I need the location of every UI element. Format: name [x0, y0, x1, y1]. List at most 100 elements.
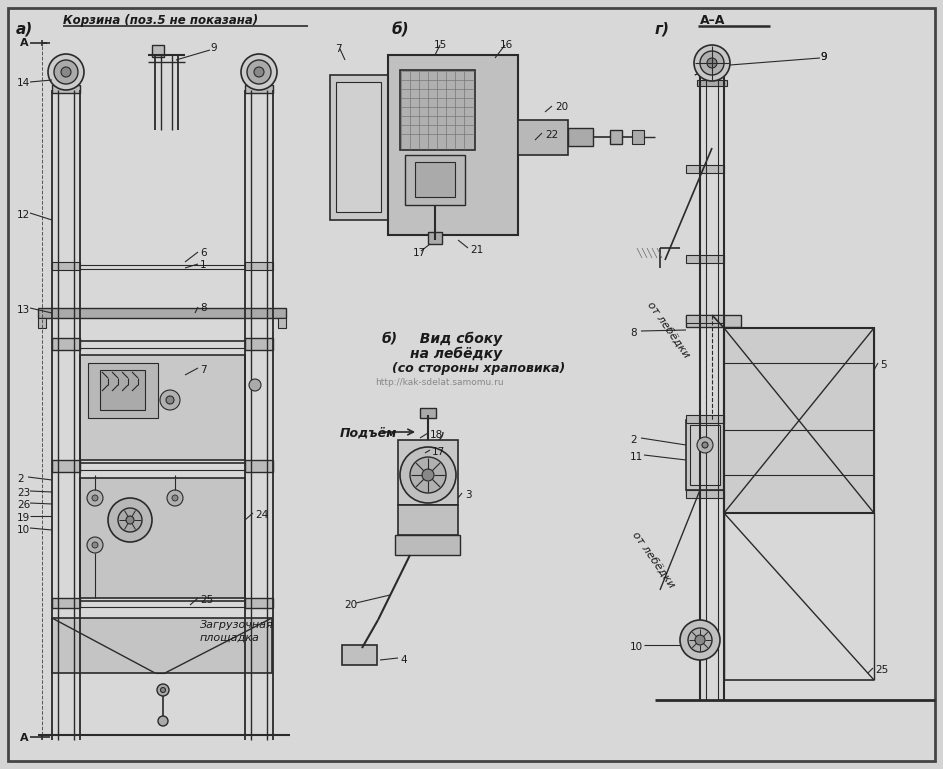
Text: 20: 20	[555, 102, 568, 112]
Bar	[38, 318, 46, 328]
Bar	[245, 85, 273, 93]
Text: 25: 25	[200, 595, 213, 605]
Circle shape	[247, 60, 271, 84]
Text: 1: 1	[200, 260, 207, 270]
Bar	[395, 535, 460, 555]
Bar	[697, 80, 727, 86]
Circle shape	[160, 687, 166, 693]
Text: 10: 10	[17, 525, 30, 535]
Circle shape	[707, 58, 717, 68]
Bar	[245, 262, 273, 270]
Text: 7: 7	[335, 44, 341, 54]
Bar	[100, 370, 145, 410]
Text: от лебёдки: от лебёдки	[645, 300, 691, 360]
Circle shape	[87, 490, 103, 506]
Bar	[686, 415, 724, 423]
Bar	[398, 505, 458, 535]
Bar	[52, 598, 80, 608]
Text: площадка: площадка	[200, 633, 260, 643]
Text: 12: 12	[17, 210, 30, 220]
Text: http://kak-sdelat.samomu.ru: http://kak-sdelat.samomu.ru	[375, 378, 504, 387]
Bar	[80, 355, 245, 460]
Text: б): б)	[392, 22, 409, 37]
Circle shape	[680, 620, 720, 660]
Text: 2: 2	[17, 474, 24, 484]
Text: Загрузочная: Загрузочная	[200, 620, 273, 630]
Circle shape	[166, 396, 174, 404]
Text: 6: 6	[200, 248, 207, 258]
Text: Подъём: Подъём	[340, 427, 397, 440]
Bar	[405, 155, 465, 205]
Bar	[245, 460, 273, 472]
Bar	[724, 328, 874, 513]
Circle shape	[54, 60, 78, 84]
Bar	[52, 262, 80, 270]
Text: 19: 19	[17, 513, 30, 523]
Bar	[415, 162, 455, 197]
Bar	[80, 478, 245, 598]
Circle shape	[700, 51, 724, 75]
Bar	[686, 315, 724, 323]
Text: на лебёдку: на лебёдку	[410, 347, 502, 361]
Circle shape	[410, 457, 446, 493]
Text: 8: 8	[630, 328, 637, 338]
Circle shape	[422, 469, 434, 481]
Text: 10: 10	[630, 642, 643, 652]
Text: 3: 3	[465, 490, 472, 500]
Text: 2: 2	[630, 435, 637, 445]
Bar	[398, 440, 458, 505]
Bar	[686, 490, 724, 498]
Text: 23: 23	[17, 488, 30, 498]
Text: 15: 15	[434, 40, 447, 50]
Text: A: A	[20, 38, 28, 48]
Circle shape	[702, 442, 708, 448]
Bar	[245, 598, 273, 608]
Bar	[568, 128, 593, 146]
Circle shape	[48, 54, 84, 90]
Text: 18: 18	[430, 430, 443, 440]
Bar	[52, 460, 80, 472]
Circle shape	[157, 684, 169, 696]
Bar	[690, 425, 720, 485]
Text: г): г)	[655, 22, 670, 37]
Circle shape	[92, 495, 98, 501]
Circle shape	[688, 628, 712, 652]
Bar	[632, 130, 644, 144]
Circle shape	[158, 716, 168, 726]
Bar	[686, 420, 724, 490]
Text: 24: 24	[255, 510, 268, 520]
Text: 25: 25	[875, 665, 888, 675]
Circle shape	[695, 635, 705, 645]
Circle shape	[254, 67, 264, 77]
Circle shape	[118, 508, 142, 532]
Text: 16: 16	[500, 40, 513, 50]
Text: 21: 21	[470, 245, 483, 255]
Bar	[330, 75, 388, 220]
Bar	[52, 618, 272, 673]
Text: от лебёдки: от лебёдки	[630, 530, 676, 590]
Circle shape	[108, 498, 152, 542]
Text: (со стороны храповика): (со стороны храповика)	[392, 362, 565, 375]
Circle shape	[249, 379, 261, 391]
Text: 13: 13	[17, 305, 30, 315]
Bar	[52, 338, 80, 350]
Bar	[342, 645, 377, 665]
Text: б): б)	[382, 332, 398, 346]
Circle shape	[126, 516, 134, 524]
Text: 8: 8	[200, 303, 207, 313]
Circle shape	[172, 495, 178, 501]
Circle shape	[160, 390, 180, 410]
Text: 14: 14	[17, 78, 30, 88]
Text: 20: 20	[344, 600, 357, 610]
Text: 4: 4	[400, 655, 406, 665]
FancyArrow shape	[695, 64, 717, 75]
Circle shape	[241, 54, 277, 90]
Text: 7: 7	[200, 365, 207, 375]
Bar	[428, 232, 442, 244]
Bar	[52, 85, 80, 93]
Text: A–A: A–A	[700, 14, 725, 27]
Circle shape	[167, 490, 183, 506]
Bar	[388, 55, 518, 235]
Bar	[336, 82, 381, 212]
Text: 9: 9	[210, 43, 217, 53]
